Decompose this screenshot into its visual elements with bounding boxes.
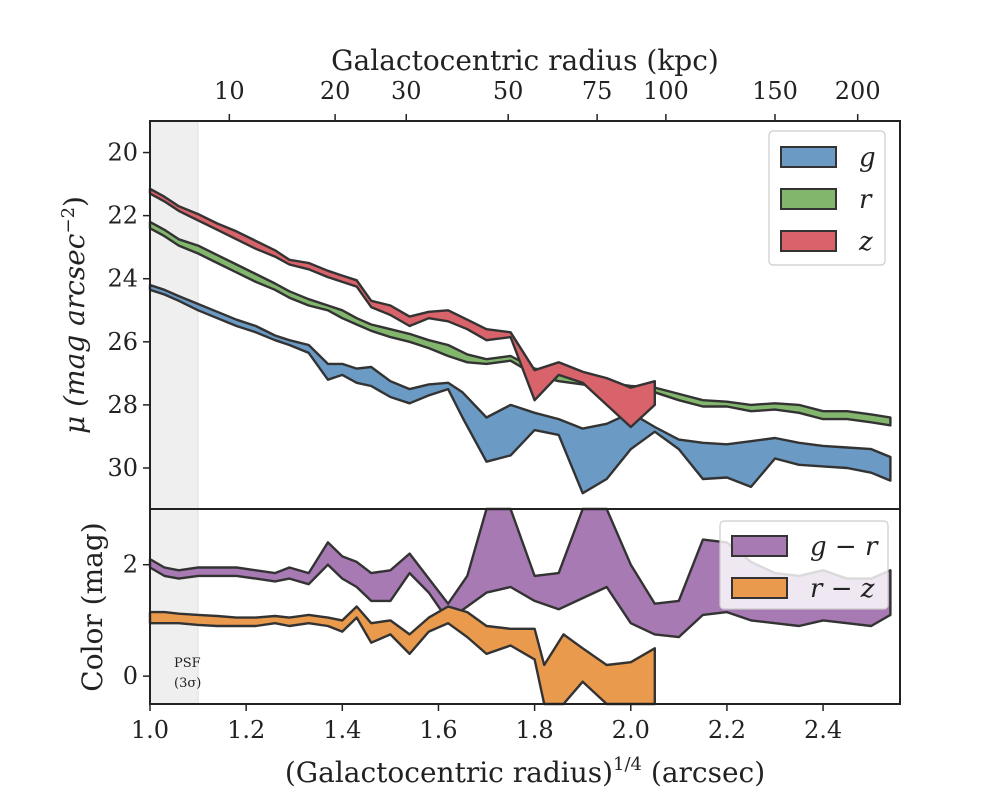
top-y-axis-title-main: μ (mag arcsec — [58, 233, 91, 434]
top-legend-swatch — [780, 146, 837, 168]
bottom-x-tick-label: 1.2 — [227, 716, 265, 744]
bottom-x-tick-label: 1.0 — [131, 716, 169, 744]
top-x-tick-label: 10 — [214, 77, 245, 105]
bottom-legend-label: g − r — [810, 532, 879, 562]
top-x-tick-label: 75 — [582, 77, 613, 105]
top-x-tick-label: 100 — [643, 77, 689, 105]
bottom-y-axis-title: Color (mag) — [76, 522, 109, 691]
top-y-ticks: 20 22 24 26 28 30 — [107, 139, 150, 482]
bottom-legend-label: r − z — [810, 574, 875, 604]
band-gr — [148, 507, 892, 639]
bottom-legend-swatch — [731, 535, 788, 557]
bottom-y-tick-label: 2 — [123, 551, 138, 579]
top-x-tick-label: 150 — [752, 77, 798, 105]
bottom-x-tick-label: 1.4 — [323, 716, 361, 744]
band-r — [148, 220, 892, 427]
surface-brightness-bands — [148, 187, 892, 495]
top-legend: grz — [768, 130, 886, 266]
bottom-y-tick-label: 0 — [123, 662, 138, 690]
bottom-x-tick-label: 1.8 — [516, 716, 554, 744]
top-legend-label: g — [859, 143, 876, 173]
top-x-tick-label: 50 — [493, 77, 524, 105]
bottom-x-tick-label: 1.6 — [419, 716, 457, 744]
band-z — [148, 187, 656, 429]
top-legend-swatch — [780, 230, 837, 252]
top-y-axis-title: μ (mag arcsec−2) — [58, 196, 91, 434]
top-y-axis-title-sup: −2 — [58, 207, 79, 234]
top-legend-swatch — [780, 188, 837, 210]
bottom-x-tick-label: 2.4 — [804, 716, 842, 744]
bottom-y-ticks: 02 — [123, 551, 150, 690]
bottom-x-axis-title-main: (Galactocentric radius) — [285, 756, 613, 789]
top-x-tick-label: 30 — [391, 77, 422, 105]
bottom-x-ticks: 1.0 1.2 1.4 1.6 1.8 2.0 2.2 2.4 — [131, 704, 842, 744]
top-y-tick-label: 24 — [107, 265, 138, 293]
bottom-x-tick-label: 2.0 — [612, 716, 650, 744]
psf-note-line2: (3σ) — [174, 676, 201, 691]
band-rz — [148, 605, 656, 706]
bottom-panel: 02 1.0 1.2 1.4 1.6 1.8 2.0 2.2 2.4 PSF (3σ) Col… — [76, 507, 901, 789]
psf-note-line1: PSF — [174, 656, 201, 671]
bottom-axes-frame — [149, 508, 901, 705]
bottom-x-axis-title-end: (arcsec) — [642, 756, 765, 789]
top-y-tick-label: 30 — [107, 454, 138, 482]
top-y-tick-label: 26 — [107, 328, 138, 356]
top-legend-label: z — [858, 227, 873, 257]
top-y-tick-label: 28 — [107, 391, 138, 419]
top-x-tick-label: 20 — [320, 77, 351, 105]
bottom-x-axis-title: (Galactocentric radius)1/4 (arcsec) — [285, 754, 765, 789]
top-y-axis-title-end: ) — [58, 196, 91, 207]
psf-shaded-region-bottom — [149, 508, 199, 705]
top-panel: 20 22 24 26 28 30 10 20 30 50 75 100 150 200 Galacto… — [58, 44, 901, 510]
bottom-x-axis-title-sup: 1/4 — [613, 754, 642, 775]
psf-shaded-region — [149, 120, 199, 510]
top-x-tick-label: 200 — [835, 77, 881, 105]
bottom-legend-swatch — [731, 577, 788, 599]
top-kpc-ticks: 10 20 30 50 75 100 150 200 — [214, 77, 881, 121]
top-y-tick-label: 22 — [107, 202, 138, 230]
top-y-tick-label: 20 — [107, 139, 138, 167]
bottom-legend: g − r r − z — [719, 520, 889, 610]
bottom-x-tick-label: 2.2 — [708, 716, 746, 744]
band-g — [148, 283, 892, 495]
top-x-axis-title: Galactocentric radius (kpc) — [331, 44, 719, 77]
top-legend-label: r — [859, 185, 873, 215]
